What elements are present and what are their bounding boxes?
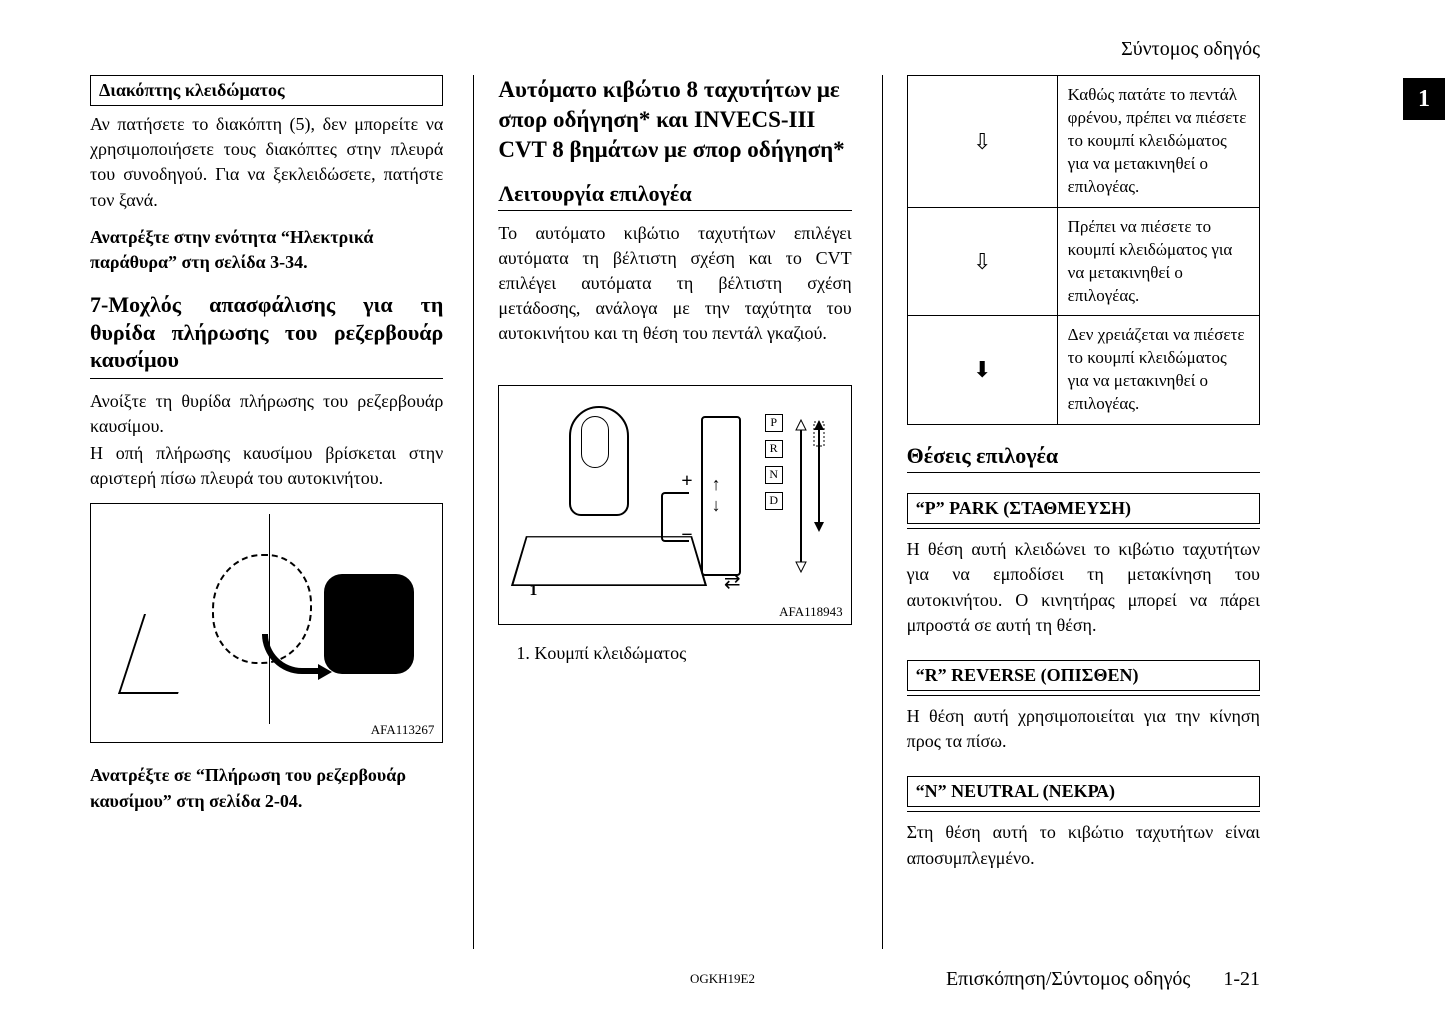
p-park-title: “P” PARK (ΣΤΑΘΜΕΥΣΗ) xyxy=(907,493,1260,524)
arrow-down-icon: ↓ xyxy=(712,495,721,516)
figure-fuel-lever: AFA113267 xyxy=(90,503,443,743)
gearbox-heading: Αυτόματο κιβώτιο 8 ταχυτήτων με σπορ οδή… xyxy=(498,75,851,165)
rule xyxy=(907,811,1260,812)
selector-function-paragraph: Το αυτόματο κιβώτιο ταχυτήτων επιλέγει α… xyxy=(498,221,851,347)
figure-right-panel xyxy=(278,514,433,724)
lock-button-table: ⇩ Καθώς πατάτε το πεντάλ φρένου, πρέπει … xyxy=(907,75,1260,425)
gate-position-labels: P R N D xyxy=(765,414,783,518)
figure-gear-selector: 1 + − ↑ ↓ P R N D xyxy=(498,385,851,625)
n-neutral-title: “N” NEUTRAL (ΝΕΚΡΑ) xyxy=(907,776,1260,807)
arrow-solid-icon: ⬇ xyxy=(907,316,1057,425)
footer-section: Επισκόπηση/Σύντομος οδηγός 1-21 xyxy=(946,968,1260,991)
lever-icon xyxy=(118,614,204,694)
figure-legend-1: 1. Κουμπί κλειδώματος xyxy=(516,643,851,664)
plus-minus-labels: + − xyxy=(681,471,692,545)
fuel-door-closed-icon xyxy=(324,574,414,674)
p-park-text: Η θέση αυτή κλειδώνει το κιβώτιο ταχυτήτ… xyxy=(907,537,1260,638)
gate-n-label: N xyxy=(765,466,783,484)
section-7-heading: 7-Μοχλός απασφάλισης για τη θυρίδα πλήρω… xyxy=(90,291,443,379)
lock-switch-title: Διακόπτης κλειδώματος xyxy=(90,75,443,106)
fuel-door-p2: Η οπή πλήρωσης καυσίμου βρίσκεται στην α… xyxy=(90,441,443,491)
table-cell-text: Δεν χρειάζεται να πιέσετε το κουμπί κλει… xyxy=(1057,316,1259,425)
footer-section-text: Επισκόπηση/Σύντομος οδηγός xyxy=(946,968,1190,990)
column-2: Αυτόματο κιβώτιο 8 ταχυτήτων με σπορ οδή… xyxy=(473,75,851,949)
arrow-hatched-icon: ⇩ xyxy=(907,76,1057,208)
gate-p-label: P xyxy=(765,414,783,432)
figure-caption-2: AFA118943 xyxy=(779,604,843,620)
rule xyxy=(907,528,1260,529)
fuel-door-p1: Ανοίξτε τη θυρίδα πλήρωσης του ρεζερβουά… xyxy=(90,389,443,439)
shift-base-icon xyxy=(511,536,707,586)
r-reverse-title: “R” REVERSE (ΟΠΙΣΘΕΝ) xyxy=(907,660,1260,691)
gate-d-label: D xyxy=(765,492,783,510)
lock-switch-paragraph: Αν πατήσετε το διακόπτη (5), δεν μπορείτ… xyxy=(90,112,443,213)
reference-windows: Ανατρέξτε στην ενότητα “Ηλεκτρικά παράθυ… xyxy=(90,225,443,275)
column-3: ⇩ Καθώς πατάτε το πεντάλ φρένου, πρέπει … xyxy=(882,75,1260,949)
minus-label: − xyxy=(681,525,692,545)
horizontal-arrows-icon: ⇄ xyxy=(724,569,741,594)
gate-path-icon xyxy=(701,416,741,576)
rule xyxy=(907,695,1260,696)
page-header: Σύντομος οδηγός xyxy=(1121,38,1260,61)
arrow-outline-icon: ⇩ xyxy=(907,207,1057,316)
content-area: Διακόπτης κλειδώματος Αν πατήσετε το δια… xyxy=(90,75,1260,949)
side-arrows-group xyxy=(791,416,831,576)
n-neutral-text: Στη θέση αυτή το κιβώτιο ταχυτήτων είναι… xyxy=(907,820,1260,870)
selector-function-heading: Λειτουργία επιλογέα xyxy=(498,181,851,211)
footer-page-number: 1-21 xyxy=(1223,968,1260,990)
gate-r-label: R xyxy=(765,440,783,458)
footer-doc-id: OGKH19E2 xyxy=(690,971,755,987)
arrow-icon xyxy=(262,634,322,674)
reference-fuel: Ανατρέξτε σε “Πλήρωση του ρεζερβουάρ καυ… xyxy=(90,763,443,813)
shift-knob-icon xyxy=(569,406,629,516)
figure-caption-1: AFA113267 xyxy=(371,722,435,738)
plus-label: + xyxy=(681,471,692,491)
figure-callout-1: 1 xyxy=(529,582,537,600)
side-arrows-icon xyxy=(791,416,831,576)
table-row: ⇩ Καθώς πατάτε το πεντάλ φρένου, πρέπει … xyxy=(907,76,1259,208)
table-row: ⬇ Δεν χρειάζεται να πιέσετε το κουμπί κλ… xyxy=(907,316,1259,425)
arrow-up-icon: ↑ xyxy=(712,474,721,495)
r-reverse-text: Η θέση αυτή χρησιμοποιείται για την κίνη… xyxy=(907,704,1260,754)
column-1: Διακόπτης κλειδώματος Αν πατήσετε το δια… xyxy=(90,75,443,949)
updown-arrow-icon: ↑ ↓ xyxy=(712,474,721,516)
section-tab: 1 xyxy=(1403,78,1445,120)
selector-positions-heading: Θέσεις επιλογέα xyxy=(907,443,1260,473)
table-cell-text: Καθώς πατάτε το πεντάλ φρένου, πρέπει να… xyxy=(1057,76,1259,208)
table-row: ⇩ Πρέπει να πιέσετε το κουμπί κλειδώματο… xyxy=(907,207,1259,316)
table-cell-text: Πρέπει να πιέσετε το κουμπί κλειδώματος … xyxy=(1057,207,1259,316)
